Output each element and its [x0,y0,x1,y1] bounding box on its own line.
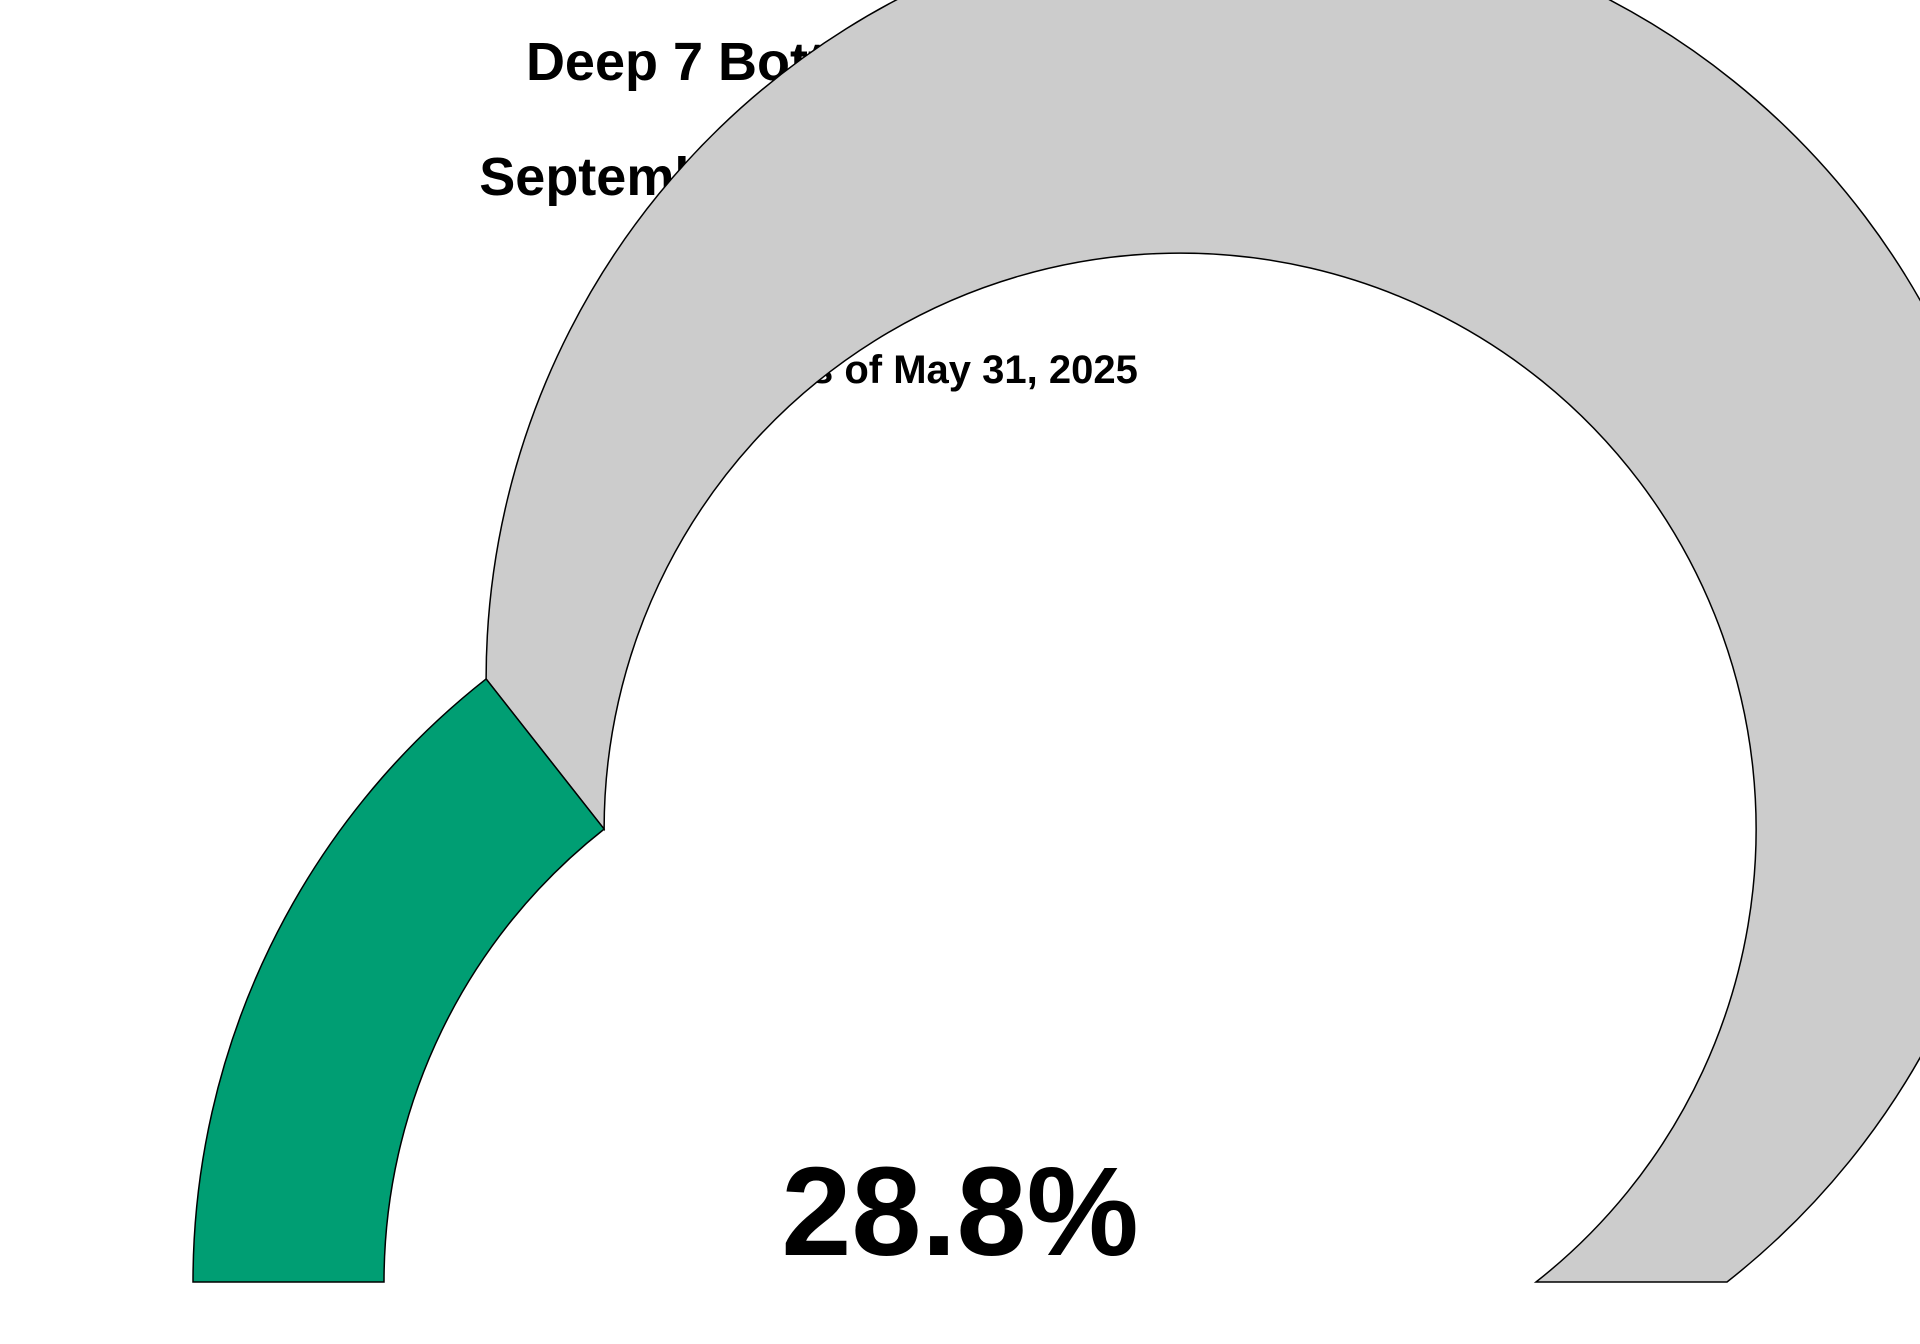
gauge-remaining-arc [485,0,1920,1283]
gauge-filled-arc [192,677,606,1283]
gauge-value-label: 28.8% [781,1141,1138,1282]
